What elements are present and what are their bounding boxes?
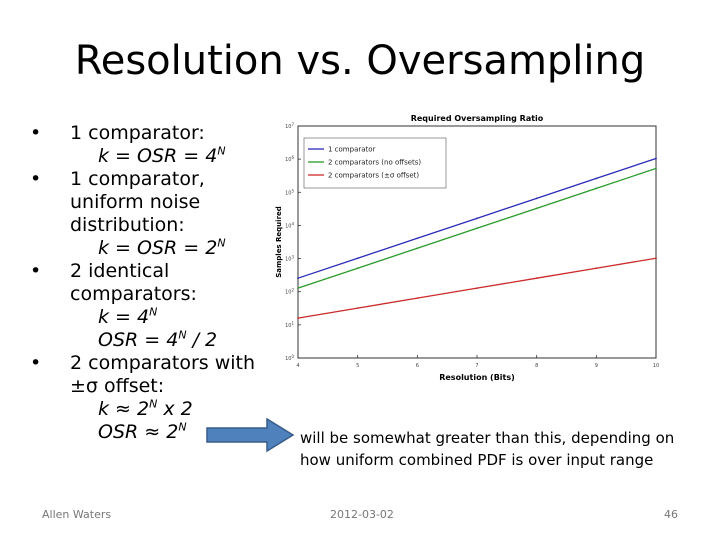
- chart-title: Required Oversampling Ratio: [411, 114, 544, 123]
- formula-exponent: N: [149, 305, 158, 319]
- bullet-4: • 2 comparators with ±σ offset: k ≈ 2N x…: [30, 352, 280, 444]
- y-tick-label: 104: [285, 221, 294, 229]
- footer-date: 2012-03-02: [330, 508, 394, 521]
- y-tick-label: 101: [285, 321, 294, 329]
- data-point: [655, 157, 657, 160]
- data-point: [655, 167, 657, 170]
- slide-title: Resolution vs. Oversampling: [74, 38, 646, 84]
- formula-line: k = OSR = 2N: [98, 237, 280, 260]
- formula-line: k ≈ 2N x 2: [98, 398, 280, 421]
- bullet-1: • 1 comparator: k = OSR = 4N: [30, 122, 280, 168]
- data-point: [416, 297, 419, 300]
- formula-text: OSR = 4: [98, 329, 179, 351]
- arrow-right-icon: [206, 417, 295, 453]
- data-point: [535, 277, 538, 280]
- data-point: [356, 267, 359, 270]
- data-point: [535, 207, 538, 210]
- x-tick-label: 8: [535, 363, 538, 369]
- bullet-dot: •: [30, 122, 42, 144]
- y-tick-label: 106: [285, 155, 294, 163]
- bullet-dot: •: [30, 168, 42, 190]
- data-point: [595, 177, 598, 180]
- legend-label: 2 comparators (±σ offset): [328, 172, 419, 180]
- y-axis-label: Samples Required: [275, 206, 283, 278]
- formula-exponent: N: [149, 397, 158, 411]
- bullet-text: 1 comparator, uniform noise distribution…: [70, 168, 205, 236]
- bullet-text: 2 identical comparators:: [70, 260, 197, 305]
- data-point: [356, 257, 359, 260]
- formula-text: k ≈ 2: [98, 398, 150, 420]
- y-tick-label: 105: [285, 188, 294, 196]
- formula-text: OSR ≈ 2: [98, 421, 179, 443]
- data-point: [297, 317, 299, 319]
- data-point: [476, 217, 478, 220]
- bullet-2: • 1 comparator, uniform noise distributi…: [30, 168, 280, 260]
- formula-text: k = 4: [98, 306, 150, 328]
- legend-box: [303, 137, 447, 189]
- formula-exponent: N: [178, 328, 187, 342]
- x-tick-label: 4: [296, 363, 299, 369]
- page-number: 46: [664, 508, 678, 521]
- bullet-text: 1 comparator:: [70, 122, 205, 144]
- bullet-3: • 2 identical comparators: k = 4N OSR = …: [30, 260, 280, 352]
- bullet-text: 2 comparators with ±σ offset:: [70, 352, 255, 397]
- formula-exponent: N: [217, 236, 226, 250]
- formula-text: k = OSR = 4: [98, 145, 218, 167]
- x-axis-label: Resolution (Bits): [439, 373, 515, 382]
- data-point: [416, 247, 419, 250]
- y-tick-label: 103: [285, 255, 294, 263]
- data-point: [595, 267, 598, 270]
- formula-exponent: N: [178, 420, 187, 434]
- footer-author: Allen Waters: [42, 508, 112, 521]
- formula-line: k = 4N: [98, 306, 280, 329]
- bullet-dot: •: [30, 352, 42, 374]
- formula-line: OSR = 4N / 2: [98, 329, 280, 352]
- note-line: will be somewhat greater than this, depe…: [300, 429, 675, 447]
- formula-text: k = OSR = 2: [98, 237, 218, 259]
- oversampling-chart: Required Oversampling Ratio Resolution (B…: [275, 114, 659, 382]
- x-tick-label: 9: [595, 363, 598, 369]
- note-text: will be somewhat greater than this, depe…: [300, 427, 674, 471]
- legend-label: 2 comparators (no offsets): [328, 159, 421, 167]
- y-tick-label: 102: [285, 288, 294, 296]
- data-point: [416, 237, 419, 240]
- formula-tail: / 2: [186, 329, 218, 351]
- data-point: [535, 197, 538, 200]
- data-point: [476, 227, 478, 230]
- data-point: [595, 187, 598, 190]
- x-tick-label: 5: [356, 363, 359, 369]
- data-point: [297, 277, 299, 280]
- data-point: [655, 257, 657, 260]
- formula-tail: x 2: [157, 398, 193, 420]
- x-tick-label: 10: [653, 363, 659, 369]
- legend-label: 1 comparator: [328, 146, 376, 154]
- data-point: [297, 287, 299, 290]
- x-tick-label: 7: [475, 363, 478, 369]
- bullet-dot: •: [30, 260, 42, 282]
- note-line: how uniform combined PDF is over input r…: [300, 451, 654, 469]
- formula-line: OSR ≈ 2N: [98, 421, 280, 444]
- data-point: [476, 287, 478, 290]
- data-point: [356, 307, 359, 310]
- y-tick-label: 100: [285, 354, 294, 362]
- formula-line: k = OSR = 4N: [98, 145, 280, 168]
- formula-exponent: N: [217, 144, 226, 158]
- y-tick-label: 107: [285, 122, 294, 130]
- x-tick-label: 6: [416, 363, 419, 369]
- bullet-list: • 1 comparator: k = OSR = 4N • 1 compara…: [30, 122, 280, 444]
